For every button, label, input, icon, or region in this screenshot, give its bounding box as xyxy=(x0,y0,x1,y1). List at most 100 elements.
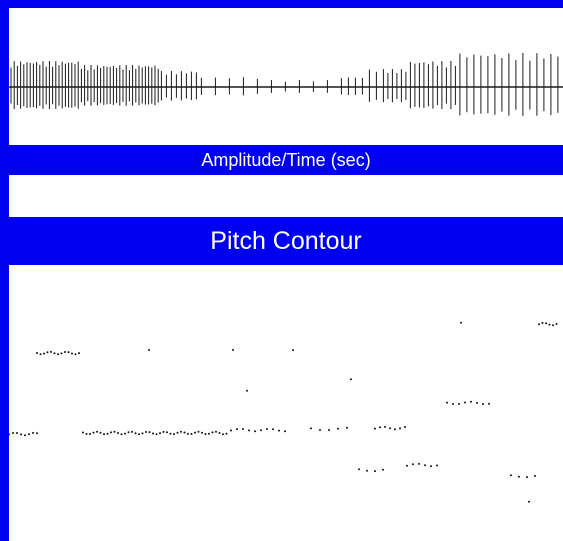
pitch-dot xyxy=(254,430,256,433)
pitch-dot xyxy=(20,433,22,436)
pitch-dot xyxy=(464,401,466,404)
pitch-dot xyxy=(446,401,448,404)
pitch-dot xyxy=(242,428,244,430)
pitch-dot xyxy=(510,474,512,477)
pitch-dot xyxy=(222,433,224,436)
pitch-dot xyxy=(176,431,179,434)
pitch-dot xyxy=(266,428,268,430)
amplitude-caption: Amplitude/Time (sec) xyxy=(201,149,371,170)
pitch-dot xyxy=(53,352,56,355)
pitch-dot xyxy=(46,351,49,354)
pitch-dot xyxy=(482,403,484,406)
pitch-contour-title: Pitch Contour xyxy=(210,226,362,255)
pitch-dot xyxy=(248,429,250,432)
pitch-dot xyxy=(187,432,189,435)
pitch-dot xyxy=(32,431,34,434)
amplitude-caption-band: Amplitude/Time (sec) xyxy=(9,145,563,175)
pitch-dot xyxy=(236,428,238,431)
pitch-dot xyxy=(162,430,165,433)
pitch-dot xyxy=(36,432,38,435)
pitch-dot xyxy=(106,432,109,435)
pitch-dot xyxy=(173,433,175,436)
pitch-dot xyxy=(358,468,360,471)
pitch-dot xyxy=(194,431,196,434)
pitch-dot xyxy=(488,402,490,405)
pitch-dot xyxy=(394,428,396,431)
pitch-dot xyxy=(50,350,52,353)
pitch-dot xyxy=(555,323,558,325)
pitch-dot xyxy=(155,433,158,436)
pitch-dot xyxy=(399,427,401,430)
pitch-dot xyxy=(404,426,406,428)
pitch-dot xyxy=(319,428,321,431)
pitch-dot xyxy=(346,426,348,429)
pitch-dot xyxy=(169,432,172,435)
pitch-dot xyxy=(103,433,105,436)
pitch-dot xyxy=(260,429,262,432)
pitch-dot xyxy=(127,431,130,434)
pitch-dot xyxy=(430,465,432,468)
pitch-dot xyxy=(28,433,30,436)
pitch-dot xyxy=(230,429,232,432)
pitch-dot xyxy=(310,427,312,430)
pitch-dot xyxy=(74,353,77,356)
pitch-dot xyxy=(389,427,391,430)
pitch-dot xyxy=(96,430,98,433)
amplitude-waveform xyxy=(9,53,563,116)
pitch-dot xyxy=(148,431,151,434)
pitch-dot xyxy=(526,476,528,479)
pitch-dot xyxy=(350,378,352,381)
pitch-dot xyxy=(452,403,454,405)
pitch-dot xyxy=(201,431,203,434)
pitch-dot xyxy=(43,352,45,355)
pitch-dot xyxy=(60,352,63,355)
pitch-dot xyxy=(476,401,478,404)
pitch-dot xyxy=(379,426,381,429)
pitch-dot xyxy=(328,429,330,431)
pitch-title-band: Pitch Contour xyxy=(9,217,563,265)
pitch-dot xyxy=(71,352,73,355)
pitch-dot xyxy=(152,432,154,435)
pitch-dot xyxy=(124,432,126,435)
pitch-dot xyxy=(292,349,294,352)
pitch-dot xyxy=(159,432,161,435)
pitch-dot xyxy=(92,431,95,434)
pitch-dot xyxy=(528,500,530,503)
pitch-dot xyxy=(208,432,210,435)
pitch-dot xyxy=(278,429,280,432)
pitch-dot xyxy=(436,464,438,467)
pitch-dot xyxy=(197,430,200,433)
pitch-dot xyxy=(99,431,102,434)
pitch-dot xyxy=(418,462,420,465)
pitch-dot xyxy=(374,470,376,473)
pitch-dot xyxy=(36,352,38,354)
pitch-dot xyxy=(246,389,248,392)
pitch-dot xyxy=(67,351,70,354)
pitch-dot xyxy=(166,431,168,434)
pitch-dot xyxy=(406,464,408,467)
pitch-dot xyxy=(12,432,14,434)
pitch-dot xyxy=(460,321,462,324)
pitch-contour-plot xyxy=(9,321,558,503)
pitch-dot xyxy=(57,353,59,356)
pitch-dot xyxy=(190,433,193,435)
pitch-dot xyxy=(180,430,182,433)
pitch-dot xyxy=(470,400,472,403)
pitch-dot xyxy=(366,469,368,472)
pitch-dot xyxy=(134,432,137,435)
pitch-dot xyxy=(384,425,386,428)
pitch-dot xyxy=(424,464,426,467)
pitch-dot xyxy=(337,427,339,430)
pitch-dot xyxy=(215,430,217,433)
pitch-dot xyxy=(552,324,554,327)
pitch-dot xyxy=(113,430,116,433)
pitch-dot xyxy=(538,323,540,326)
pitch-dot xyxy=(541,321,544,324)
pitch-dot xyxy=(148,349,150,351)
pitch-dot xyxy=(534,474,536,477)
pitch-dot xyxy=(272,428,274,431)
pitch-dot xyxy=(412,463,414,466)
pitch-dot xyxy=(218,432,221,434)
pitch-dot xyxy=(374,427,376,430)
